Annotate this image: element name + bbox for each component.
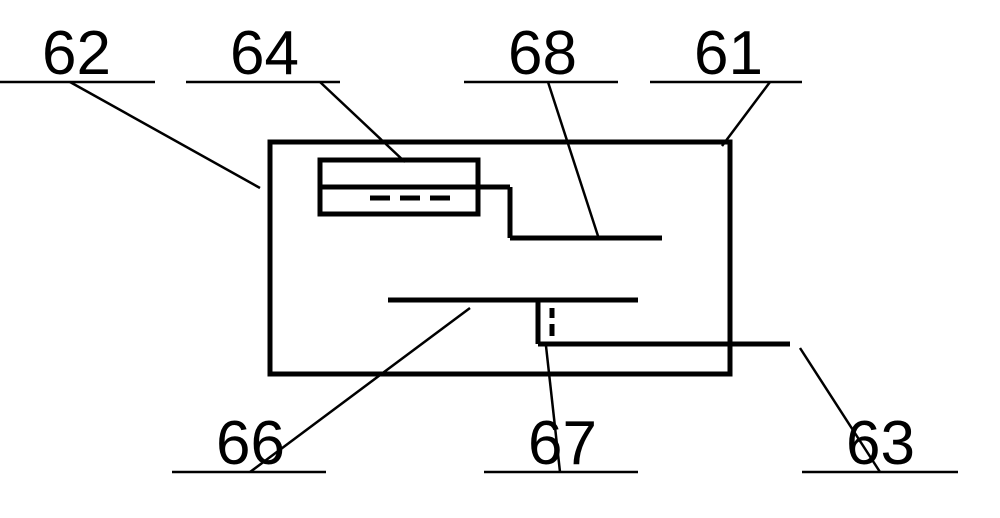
label-67: 67 bbox=[528, 409, 597, 478]
label-64: 64 bbox=[230, 19, 299, 88]
label-61: 61 bbox=[694, 19, 763, 88]
label-63: 63 bbox=[846, 409, 915, 478]
label-62: 62 bbox=[42, 19, 111, 88]
label-68: 68 bbox=[508, 19, 577, 88]
label-66: 66 bbox=[216, 409, 285, 478]
